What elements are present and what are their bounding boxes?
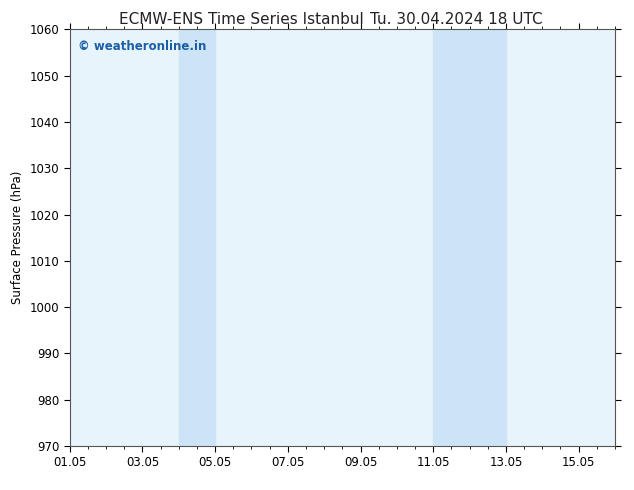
Text: ECMW-ENS Time Series Istanbul: ECMW-ENS Time Series Istanbul: [119, 12, 363, 27]
Text: © weatheronline.in: © weatheronline.in: [78, 40, 206, 53]
Bar: [179, 29, 215, 446]
Text: Tu. 30.04.2024 18 UTC: Tu. 30.04.2024 18 UTC: [370, 12, 543, 27]
Y-axis label: Surface Pressure (hPa): Surface Pressure (hPa): [11, 171, 24, 304]
Bar: [433, 29, 506, 446]
